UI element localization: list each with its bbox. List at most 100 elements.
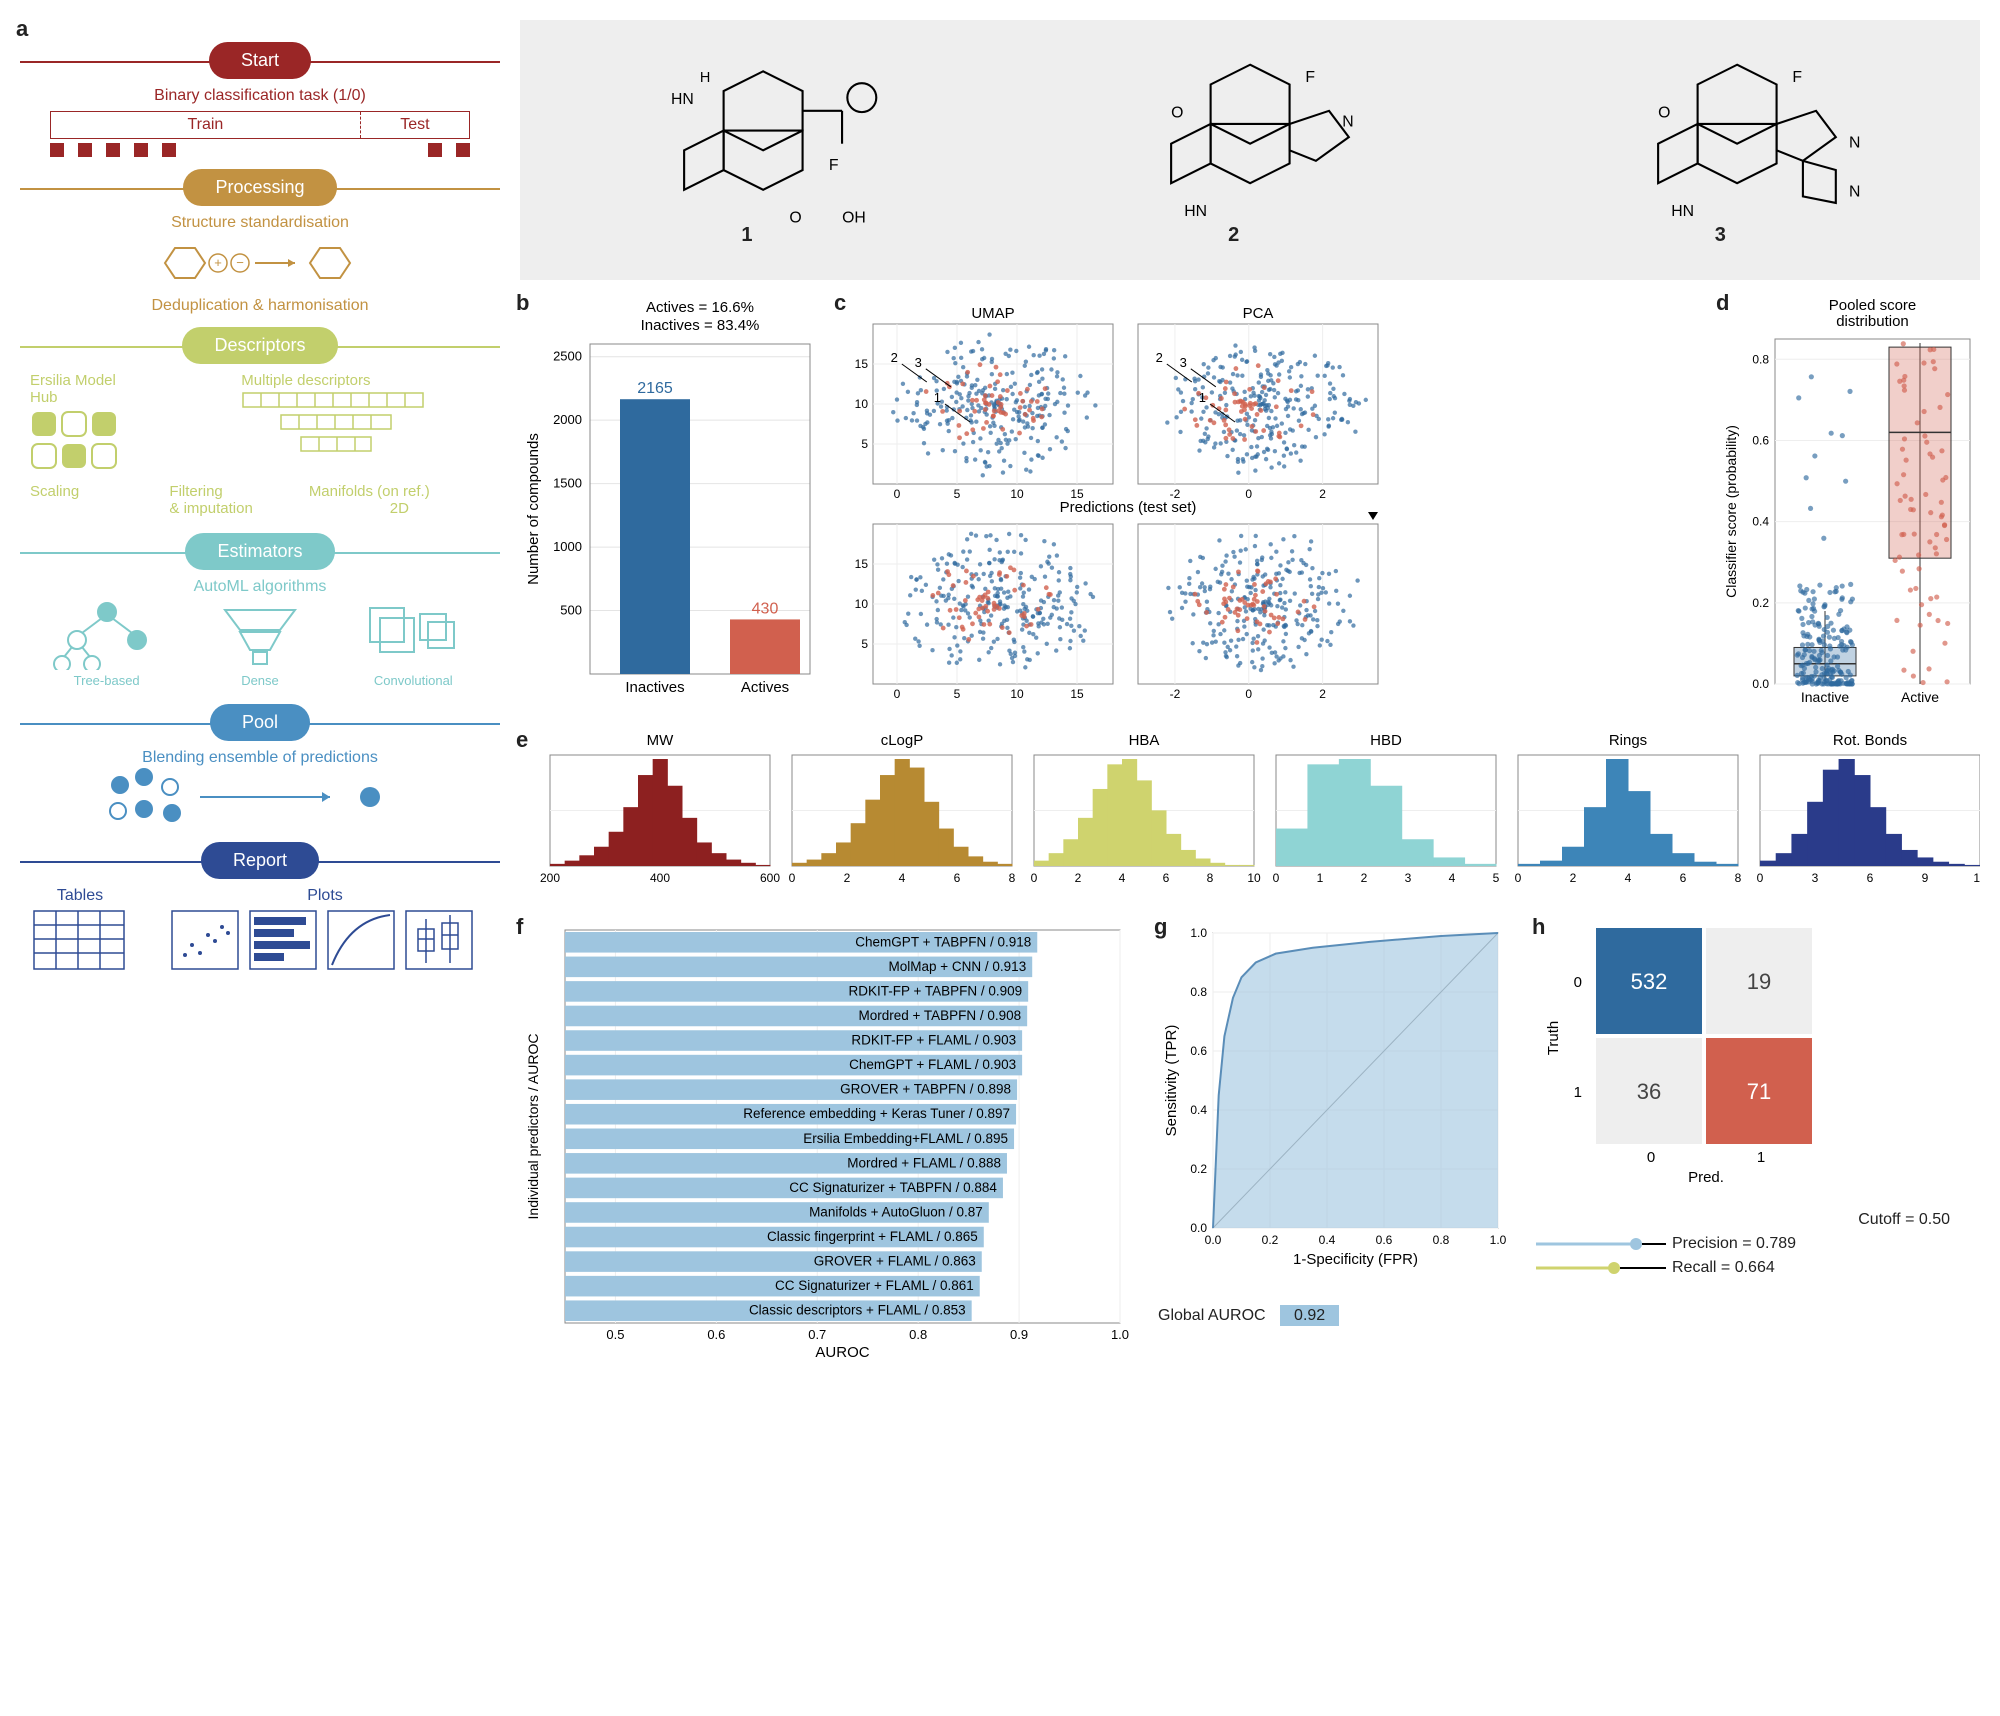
stage-badge-start: Start — [209, 42, 311, 79]
estimators-title: AutoML algorithms — [20, 578, 500, 596]
mol-label-3: 3 — [1715, 224, 1726, 247]
svg-text:Ersilia Embedding+FLAML / 0.89: Ersilia Embedding+FLAML / 0.895 — [803, 1131, 1008, 1146]
svg-text:HN: HN — [671, 91, 694, 108]
svg-text:2: 2 — [1570, 871, 1577, 885]
svg-text:2: 2 — [1319, 487, 1326, 501]
svg-text:Pooled score: Pooled score — [1829, 297, 1917, 314]
tables-label: Tables — [30, 887, 130, 905]
roc-g: 0.00.20.40.60.81.00.00.20.40.60.81.01-Sp… — [1158, 918, 1518, 1298]
svg-text:0: 0 — [1647, 1149, 1655, 1166]
svg-text:2: 2 — [1156, 350, 1163, 365]
panel-b: b Actives = 16.6%Inactives = 83.4%500100… — [520, 294, 820, 717]
svg-text:5: 5 — [954, 687, 961, 701]
hub-icon — [30, 406, 140, 476]
svg-text:3: 3 — [1812, 871, 1819, 885]
svg-text:10: 10 — [855, 597, 869, 611]
svg-text:0: 0 — [894, 487, 901, 501]
svg-text:0.6: 0.6 — [1190, 1044, 1207, 1058]
panel-g: g 0.00.20.40.60.81.00.00.20.40.60.81.01-… — [1158, 918, 1518, 1361]
svg-text:Truth: Truth — [1545, 1021, 1562, 1055]
svg-text:2: 2 — [891, 350, 898, 365]
svg-text:5: 5 — [861, 437, 868, 451]
svg-text:5: 5 — [954, 487, 961, 501]
svg-text:15: 15 — [855, 357, 869, 371]
svg-text:10: 10 — [1010, 487, 1024, 501]
svg-text:6: 6 — [954, 871, 961, 885]
svg-text:0: 0 — [1515, 871, 1522, 885]
cutoff: Cutoff = 0.50 — [1536, 1211, 1980, 1229]
svg-text:1: 1 — [1574, 1084, 1582, 1101]
svg-text:cLogP: cLogP — [881, 732, 924, 749]
svg-text:1: 1 — [934, 390, 941, 405]
bar-chart-b: Actives = 16.6%Inactives = 83.4%50010001… — [520, 294, 820, 714]
svg-text:600: 600 — [760, 871, 780, 885]
svg-text:0.0: 0.0 — [1752, 677, 1769, 691]
svg-text:H: H — [700, 70, 710, 86]
svg-text:Actives = 16.6%: Actives = 16.6% — [646, 299, 754, 316]
svg-text:10: 10 — [855, 397, 869, 411]
svg-text:36: 36 — [1637, 1079, 1661, 1104]
svg-text:71: 71 — [1747, 1079, 1771, 1104]
svg-text:RDKIT-FP + FLAML / 0.903: RDKIT-FP + FLAML / 0.903 — [851, 1033, 1016, 1048]
mol-label-2: 2 — [1228, 224, 1239, 247]
svg-text:1.0: 1.0 — [1111, 1327, 1129, 1342]
svg-text:2165: 2165 — [637, 380, 673, 397]
panel-c-label: c — [834, 290, 846, 316]
svg-text:6: 6 — [1680, 871, 1687, 885]
svg-text:Mordred + TABPFN / 0.908: Mordred + TABPFN / 0.908 — [858, 1008, 1021, 1023]
tree-icon — [52, 600, 162, 670]
stage-badge-report: Report — [201, 842, 319, 879]
svg-text:Individual predictors / AUROC: Individual predictors / AUROC — [525, 1034, 541, 1220]
svg-text:1: 1 — [1317, 871, 1324, 885]
multi-desc: Multiple descriptors — [241, 372, 490, 479]
svg-text:8: 8 — [1207, 871, 1214, 885]
svg-text:2000: 2000 — [553, 412, 582, 427]
conv-label: Convolutional — [358, 673, 468, 688]
panel-e-label: e — [516, 727, 528, 753]
precision-row: Precision = 0.789 — [1536, 1235, 1980, 1253]
multi-desc-label: Multiple descriptors — [241, 372, 490, 389]
svg-text:6: 6 — [1867, 871, 1874, 885]
processing-l1: Structure standardisation — [20, 214, 500, 232]
stage-descriptors: Descriptors — [20, 327, 500, 364]
plots-label: Plots — [160, 887, 490, 905]
svg-text:Inactive: Inactive — [1801, 689, 1849, 705]
filter-label: Filtering & imputation — [169, 483, 298, 517]
svg-text:10: 10 — [1247, 871, 1261, 885]
stage-badge-processing: Processing — [183, 169, 336, 206]
dense-label: Dense — [205, 673, 315, 688]
svg-text:0.2: 0.2 — [1190, 1162, 1207, 1176]
svg-text:HN: HN — [1671, 203, 1694, 220]
molecule-icon: F O N N HN — [1540, 45, 1934, 256]
svg-text:GROVER + FLAML / 0.863: GROVER + FLAML / 0.863 — [814, 1254, 976, 1269]
svg-text:Rings: Rings — [1609, 732, 1647, 749]
svg-text:CC Signaturizer + TABPFN / 0.8: CC Signaturizer + TABPFN / 0.884 — [789, 1180, 997, 1195]
dense-col: Dense — [205, 600, 315, 688]
svg-text:0.6: 0.6 — [1376, 1233, 1393, 1247]
panel-d-label: d — [1716, 290, 1729, 316]
panel-h-label: h — [1532, 914, 1545, 940]
svg-text:0.2: 0.2 — [1262, 1233, 1279, 1247]
svg-text:0.0: 0.0 — [1190, 1221, 1207, 1235]
svg-text:PCA: PCA — [1243, 305, 1274, 322]
svg-text:distribution: distribution — [1836, 313, 1909, 330]
confusion-h: 5321936710011TruthPred. — [1536, 918, 1846, 1208]
svg-text:Classic fingerprint + FLAML /: Classic fingerprint + FLAML / 0.865 — [767, 1229, 978, 1244]
panel-e: e MW200400600cLogP02468HBA0246810HBD0123… — [520, 731, 1980, 904]
conv-icon — [358, 600, 468, 670]
svg-text:Rot. Bonds: Rot. Bonds — [1833, 732, 1907, 749]
svg-text:0: 0 — [1273, 871, 1280, 885]
svg-text:−: − — [236, 255, 244, 270]
recall-label: Recall = 0.664 — [1672, 1259, 1775, 1277]
global-auroc-label: Global AUROC — [1158, 1307, 1266, 1324]
svg-text:6: 6 — [1163, 871, 1170, 885]
svg-text:O: O — [1171, 104, 1183, 121]
manifolds-label: Manifolds (on ref.) — [309, 483, 430, 500]
stage-badge-pool: Pool — [210, 704, 310, 741]
right-column: HN H F O OH 1 F O — [520, 20, 1980, 1361]
svg-text:Reference embedding + Keras Tu: Reference embedding + Keras Tuner / 0.89… — [743, 1106, 1010, 1121]
panel-f: f 0.50.60.70.80.91.0ChemGPT + TABPFN / 0… — [520, 918, 1140, 1361]
processing-diagram: + − — [20, 238, 500, 291]
svg-text:0.6: 0.6 — [707, 1327, 725, 1342]
mol-label-1: 1 — [741, 224, 752, 247]
